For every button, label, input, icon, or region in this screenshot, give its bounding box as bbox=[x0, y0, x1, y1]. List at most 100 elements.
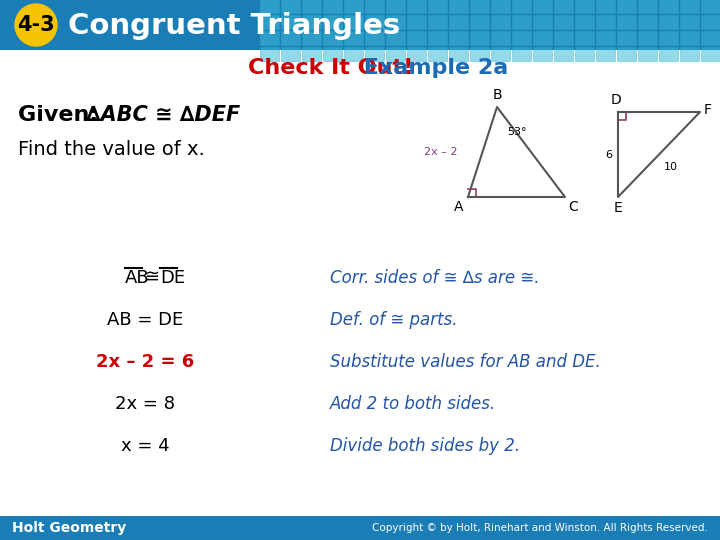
Bar bbox=[575, 15, 594, 29]
Bar bbox=[428, 0, 447, 13]
Bar bbox=[386, 47, 405, 61]
Bar bbox=[596, 0, 615, 13]
Text: Def. of ≅ parts.: Def. of ≅ parts. bbox=[330, 311, 457, 329]
Bar bbox=[260, 0, 279, 13]
Bar bbox=[344, 31, 363, 45]
Bar bbox=[344, 15, 363, 29]
Text: 2x – 2 = 6: 2x – 2 = 6 bbox=[96, 353, 194, 371]
Bar bbox=[701, 15, 720, 29]
Bar bbox=[617, 0, 636, 13]
Bar bbox=[617, 47, 636, 61]
Bar bbox=[323, 31, 342, 45]
Bar bbox=[260, 47, 279, 61]
Bar bbox=[638, 0, 657, 13]
Bar bbox=[491, 47, 510, 61]
Text: 2x – 2: 2x – 2 bbox=[424, 147, 457, 157]
Bar bbox=[680, 0, 699, 13]
Bar bbox=[281, 31, 300, 45]
Text: 4-3: 4-3 bbox=[17, 15, 55, 35]
Bar bbox=[554, 15, 573, 29]
Bar bbox=[680, 31, 699, 45]
Bar bbox=[407, 0, 426, 13]
Bar bbox=[533, 47, 552, 61]
Bar bbox=[428, 47, 447, 61]
Bar bbox=[659, 15, 678, 29]
Bar bbox=[302, 31, 321, 45]
Bar bbox=[680, 47, 699, 61]
Text: Substitute values for AB and DE.: Substitute values for AB and DE. bbox=[330, 353, 600, 371]
Bar bbox=[638, 47, 657, 61]
Bar bbox=[491, 15, 510, 29]
Bar bbox=[470, 15, 489, 29]
Bar bbox=[512, 15, 531, 29]
Bar bbox=[302, 47, 321, 61]
Text: A: A bbox=[454, 200, 463, 214]
Text: Add 2 to both sides.: Add 2 to both sides. bbox=[330, 395, 496, 413]
Bar bbox=[659, 47, 678, 61]
Bar bbox=[407, 15, 426, 29]
Bar bbox=[512, 0, 531, 13]
Bar bbox=[365, 15, 384, 29]
Bar bbox=[449, 31, 468, 45]
Bar bbox=[323, 15, 342, 29]
Bar bbox=[302, 15, 321, 29]
Text: 2x = 8: 2x = 8 bbox=[115, 395, 175, 413]
Text: 53°: 53° bbox=[507, 127, 526, 137]
Bar bbox=[281, 47, 300, 61]
Bar bbox=[575, 0, 594, 13]
Bar bbox=[554, 47, 573, 61]
Bar bbox=[386, 0, 405, 13]
Text: ≅: ≅ bbox=[144, 269, 159, 287]
Bar bbox=[617, 31, 636, 45]
Bar bbox=[449, 15, 468, 29]
Bar bbox=[596, 15, 615, 29]
Bar bbox=[428, 31, 447, 45]
Text: Example 2a: Example 2a bbox=[356, 58, 508, 78]
Bar bbox=[470, 31, 489, 45]
Text: Find the value of x.: Find the value of x. bbox=[18, 140, 204, 159]
Bar bbox=[491, 0, 510, 13]
Bar bbox=[281, 0, 300, 13]
Bar bbox=[386, 31, 405, 45]
Bar bbox=[533, 31, 552, 45]
Bar bbox=[365, 0, 384, 13]
Bar bbox=[638, 31, 657, 45]
Bar bbox=[386, 15, 405, 29]
Text: x = 4: x = 4 bbox=[121, 437, 169, 455]
Bar bbox=[596, 47, 615, 61]
Bar bbox=[680, 15, 699, 29]
Bar bbox=[428, 15, 447, 29]
Bar bbox=[554, 31, 573, 45]
Bar bbox=[533, 15, 552, 29]
Bar bbox=[617, 15, 636, 29]
Bar bbox=[407, 47, 426, 61]
Bar bbox=[701, 0, 720, 13]
Bar bbox=[0, 0, 720, 50]
Bar bbox=[512, 47, 531, 61]
Bar bbox=[638, 15, 657, 29]
Bar bbox=[659, 0, 678, 13]
Text: 6: 6 bbox=[605, 150, 612, 159]
Bar bbox=[449, 0, 468, 13]
Bar bbox=[554, 0, 573, 13]
Bar bbox=[575, 47, 594, 61]
Text: Congruent Triangles: Congruent Triangles bbox=[68, 12, 400, 40]
Text: Corr. sides of ≅ ∆s are ≅.: Corr. sides of ≅ ∆s are ≅. bbox=[330, 269, 539, 287]
Text: AB: AB bbox=[125, 269, 150, 287]
Text: B: B bbox=[492, 88, 502, 102]
Text: Copyright © by Holt, Rinehart and Winston. All Rights Reserved.: Copyright © by Holt, Rinehart and Winsto… bbox=[372, 523, 708, 533]
Text: F: F bbox=[704, 103, 712, 117]
Text: C: C bbox=[568, 200, 577, 214]
Bar bbox=[344, 0, 363, 13]
Text: ∆ABC ≅ ∆DEF: ∆ABC ≅ ∆DEF bbox=[86, 105, 240, 125]
Bar bbox=[260, 15, 279, 29]
Text: Divide both sides by 2.: Divide both sides by 2. bbox=[330, 437, 520, 455]
Bar bbox=[344, 47, 363, 61]
Bar bbox=[596, 31, 615, 45]
Text: D: D bbox=[611, 93, 621, 107]
Text: DE: DE bbox=[160, 269, 185, 287]
Text: Given:: Given: bbox=[18, 105, 106, 125]
Bar bbox=[470, 47, 489, 61]
Text: Check It Out!: Check It Out! bbox=[248, 58, 413, 78]
Bar bbox=[365, 47, 384, 61]
